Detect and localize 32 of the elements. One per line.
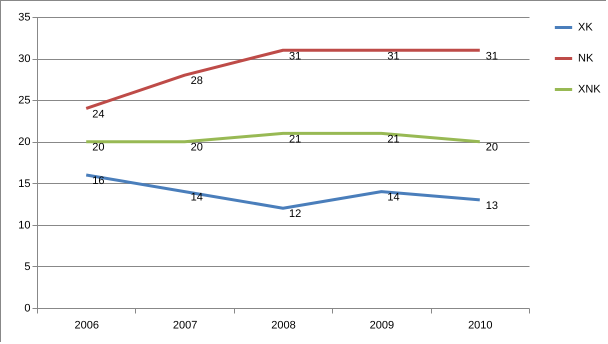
x-tick-label: 2009	[370, 320, 394, 332]
x-tick-label: 2006	[74, 320, 99, 332]
y-tick-label: 10	[18, 219, 30, 232]
y-tick-label: 20	[18, 136, 30, 148]
x-tick-label: 2010	[468, 320, 493, 332]
data-label: 24	[92, 108, 104, 120]
y-tick-label: 15	[18, 178, 30, 190]
legend-label: XNK	[578, 84, 602, 96]
data-label: 31	[486, 50, 498, 62]
y-tick-label: 30	[18, 53, 30, 66]
data-label: 20	[92, 142, 104, 154]
data-label: 31	[289, 50, 302, 62]
legend-label: XK	[578, 22, 594, 34]
legend-label: NK	[578, 52, 594, 64]
y-tick-label: 5	[24, 260, 30, 273]
data-label: 14	[190, 192, 203, 204]
data-label: 12	[289, 208, 302, 220]
data-label: 20	[190, 142, 203, 154]
y-tick-label: 25	[18, 94, 30, 107]
data-label: 21	[289, 133, 302, 146]
data-label: 16	[92, 174, 104, 187]
data-label: 31	[387, 50, 400, 62]
y-tick-label: 0	[24, 302, 30, 314]
x-tick-label: 2008	[271, 320, 296, 332]
data-label: 28	[190, 75, 203, 88]
x-tick-label: 2007	[172, 320, 198, 332]
data-label: 20	[486, 142, 498, 154]
line-series	[84, 173, 482, 210]
data-label: 13	[486, 200, 498, 212]
y-tick-label: 35	[18, 12, 30, 24]
data-label: 14	[387, 192, 400, 204]
data-label: 21	[387, 133, 400, 146]
